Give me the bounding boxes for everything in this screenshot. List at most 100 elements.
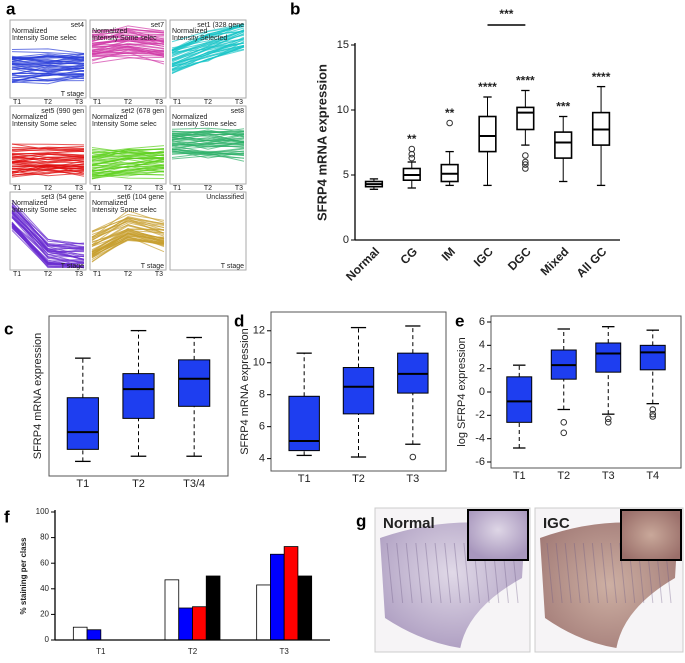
- y-tick-label: 0: [343, 234, 349, 246]
- bar: [206, 576, 220, 640]
- x-tick-label: T3: [602, 470, 615, 482]
- x-tick-label: DGC: [505, 244, 534, 273]
- panel-letter: a: [6, 0, 16, 18]
- x-tick-label: CG: [398, 244, 421, 267]
- cluster-x-label: T1: [13, 271, 21, 278]
- y-axis-label: SFRP4 mRNA expression: [314, 64, 329, 221]
- cluster-x-label: T3: [155, 99, 163, 106]
- y-axis-label: SFRP4 mRNA expression: [239, 328, 251, 455]
- y-tick-label: -4: [475, 433, 485, 445]
- outlier: [561, 430, 567, 436]
- inset: [621, 510, 681, 560]
- y-tick-label: 6: [479, 316, 485, 328]
- box: [343, 368, 373, 414]
- cluster-title: set3 (54 gene: [41, 194, 84, 201]
- inset: [468, 510, 528, 560]
- cluster-x-label: T1: [93, 185, 101, 192]
- cluster-title: set4: [71, 22, 84, 29]
- cluster-footer: T stage: [141, 263, 164, 270]
- x-tick-label: T4: [646, 470, 659, 482]
- y-tick-label: 2: [479, 363, 485, 375]
- outlier: [561, 420, 567, 426]
- y-tick-label: 8: [259, 389, 265, 401]
- cluster-footer: T stage: [61, 91, 84, 98]
- cluster-title: set2 (678 gen: [121, 108, 164, 115]
- x-tick-label: T3: [279, 647, 289, 656]
- bar: [179, 608, 193, 640]
- y-axis-label: log SFRP4 expression: [456, 337, 468, 446]
- x-tick-label: All GC: [574, 244, 610, 280]
- cluster-legend: Normalized: [12, 200, 48, 207]
- y-tick-label: -2: [475, 409, 485, 421]
- cluster-legend: Normalized: [172, 114, 208, 121]
- y-tick-label: 12: [253, 325, 265, 337]
- x-tick-label: T1: [513, 470, 526, 482]
- x-tick-label: Normal: [343, 244, 382, 283]
- cluster-x-label: T2: [204, 185, 212, 192]
- y-tick-label: 15: [337, 39, 349, 51]
- cluster-legend: Normalized: [92, 200, 128, 207]
- cluster-legend: Normalized: [92, 28, 128, 35]
- y-tick-label: 20: [40, 610, 49, 619]
- y-tick-label: 80: [40, 533, 49, 542]
- y-tick-label: 4: [479, 339, 485, 351]
- x-tick-label: T1: [96, 647, 106, 656]
- cluster-legend: Normalized: [92, 114, 128, 121]
- cluster-legend: Normalized: [12, 114, 48, 121]
- cluster-x-label: T1: [93, 99, 101, 106]
- cluster-x-label: T3: [75, 271, 83, 278]
- cluster-legend: Intensity Some selec: [92, 121, 157, 128]
- cluster-x-label: T3: [235, 185, 243, 192]
- x-tick-label: T1: [76, 478, 89, 490]
- bar: [257, 585, 271, 640]
- box: [555, 132, 572, 158]
- y-tick-label: 10: [253, 357, 265, 369]
- box: [289, 396, 319, 450]
- x-tick-label: T2: [352, 473, 365, 485]
- cluster-x-label: T2: [124, 271, 132, 278]
- cluster-legend: Intensity Some selec: [12, 121, 77, 128]
- x-tick-label: T3: [406, 473, 419, 485]
- cluster-x-label: T3: [155, 185, 163, 192]
- cluster-title: Unclassified: [206, 194, 244, 201]
- cluster-title: set5 (990 gen: [41, 108, 84, 115]
- cluster-title: set7: [151, 22, 164, 29]
- cluster-x-label: T3: [235, 99, 243, 106]
- outlier: [410, 454, 416, 460]
- cluster-title: set8: [231, 108, 244, 115]
- cluster-x-label: T1: [173, 99, 181, 106]
- x-tick-label: T3/4: [183, 478, 205, 490]
- box: [479, 117, 496, 152]
- y-tick-label: 0: [479, 386, 485, 398]
- cluster-x-label: T3: [155, 271, 163, 278]
- significance: ****: [516, 74, 535, 88]
- y-tick-label: 10: [337, 104, 349, 116]
- outlier: [523, 153, 529, 159]
- cluster-footer: T stage: [61, 263, 84, 270]
- cluster-x-label: T1: [93, 271, 101, 278]
- bar: [284, 547, 298, 640]
- cluster-legend: Intensity Some selec: [12, 35, 77, 42]
- y-tick-label: -6: [475, 456, 485, 468]
- significance: **: [407, 132, 417, 146]
- cluster-x-label: T2: [44, 271, 52, 278]
- box: [596, 343, 621, 372]
- y-axis-label: SFRP4 mRNA expression: [32, 333, 44, 460]
- bar: [73, 627, 87, 640]
- outlier: [447, 120, 453, 126]
- image-label: Normal: [383, 515, 435, 532]
- box: [640, 345, 665, 370]
- box: [179, 360, 210, 406]
- y-tick-label: 4: [259, 453, 265, 465]
- x-tick-label: IM: [439, 244, 458, 263]
- cluster-x-label: T1: [13, 185, 21, 192]
- significance: ****: [592, 70, 611, 84]
- cluster-x-label: T2: [124, 99, 132, 106]
- x-tick-label: T1: [298, 473, 311, 485]
- image-label: IGC: [543, 515, 570, 532]
- box: [67, 398, 98, 450]
- cluster-x-label: T2: [124, 185, 132, 192]
- panel-letter: g: [356, 511, 366, 530]
- cluster-legend: Intensity Some selec: [92, 207, 157, 214]
